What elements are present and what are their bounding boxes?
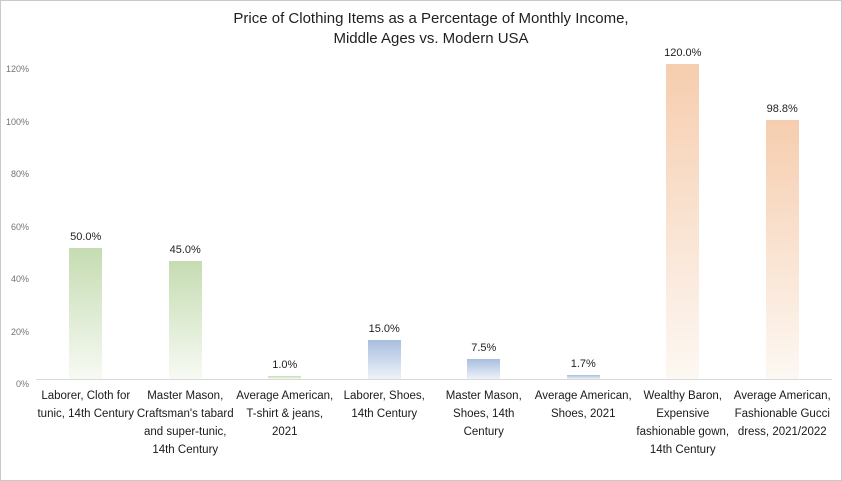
bar xyxy=(467,359,501,379)
x-axis-category-label: Average American, T-shirt & jeans, 2021 xyxy=(236,390,334,438)
x-axis-category-label: Wealthy Baron, Expensive fashionable gow… xyxy=(636,390,730,456)
bar xyxy=(69,247,103,379)
bar xyxy=(268,376,302,379)
bar-value-label: 98.8% xyxy=(766,102,798,115)
bar xyxy=(566,374,600,379)
x-axis-category-label: Laborer, Shoes, 14th Century xyxy=(343,390,425,420)
x-axis-category-label: Average American, Shoes, 2021 xyxy=(534,390,632,420)
bar xyxy=(168,260,202,379)
bar-value-label: 45.0% xyxy=(169,243,201,256)
bar-value-label: 7.5% xyxy=(471,342,497,355)
chart-title-line1: Price of Clothing Items as a Percentage … xyxy=(233,10,629,27)
bar-value-label: 50.0% xyxy=(70,230,102,243)
x-axis-category-label: Laborer, Cloth for tunic, 14th Century xyxy=(37,390,135,420)
x-axis-category-label: Master Mason, Shoes, 14th Century xyxy=(445,390,522,438)
x-axis-category-label: Average American, Fashionable Gucci dres… xyxy=(733,390,831,438)
x-axis-category-label: Master Mason, Craftsman's tabard and sup… xyxy=(136,390,234,456)
bar-value-label: 15.0% xyxy=(368,322,400,335)
bar-value-label: 120.0% xyxy=(664,47,702,59)
bar xyxy=(765,119,799,379)
bar-value-label: 1.0% xyxy=(272,359,298,372)
x-axis-line xyxy=(36,379,832,380)
bar xyxy=(367,339,401,379)
bar-value-label: 1.7% xyxy=(570,357,596,370)
bar xyxy=(666,64,700,379)
chart-title: Price of Clothing Items as a Percentage … xyxy=(25,9,837,49)
chart-title-line2: Middle Ages vs. Modern USA xyxy=(333,30,529,47)
